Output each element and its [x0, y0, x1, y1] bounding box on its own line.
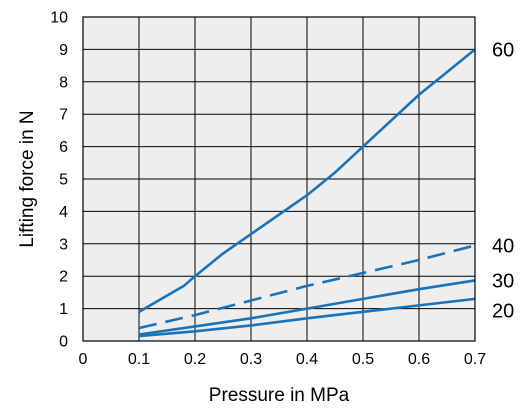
series-labels: 60 40 30 20 — [492, 39, 514, 322]
series-label-60: 60 — [492, 39, 514, 61]
x-tick-label: 0.3 — [240, 351, 262, 368]
y-tick-label: 7 — [59, 107, 68, 124]
y-axis-title: Lifting force in N — [17, 110, 38, 247]
x-tick-label: 0.5 — [352, 351, 374, 368]
y-tick-label: 3 — [59, 236, 68, 253]
x-tick-label: 0.1 — [128, 351, 150, 368]
series-line-30 — [138, 279, 476, 336]
y-tick-label: 9 — [59, 42, 68, 59]
y-tick-label: 2 — [59, 269, 68, 286]
y-tick-label: 8 — [59, 74, 68, 91]
y-tick-label: 4 — [59, 204, 68, 221]
x-tick-label: 0.4 — [296, 351, 318, 368]
series-label-20: 20 — [492, 300, 514, 322]
x-tick-label: 0.7 — [464, 351, 486, 368]
y-tick-label: 5 — [59, 172, 68, 189]
series-line-60 — [138, 48, 476, 313]
x-axis-title: Pressure in MPa — [209, 385, 350, 406]
series-label-40: 40 — [492, 235, 514, 257]
y-tick-label: 10 — [50, 10, 68, 27]
series-line-20 — [138, 297, 476, 338]
series-lines — [138, 48, 476, 338]
y-tick-label: 1 — [59, 301, 68, 318]
y-tick-label: 6 — [59, 139, 68, 156]
x-tick-label: 0.2 — [184, 351, 206, 368]
series-line-40 — [138, 244, 476, 330]
series-label-30: 30 — [492, 270, 514, 292]
x-tick-label: 0.6 — [408, 351, 430, 368]
plot-frame — [82, 16, 476, 342]
x-tick-label: 0 — [79, 351, 88, 368]
y-tick-label: 0 — [59, 334, 68, 351]
x-tick-labels: 0 0.1 0.2 0.3 0.4 0.5 0.6 0.7 — [79, 351, 487, 368]
y-tick-labels: 0 1 2 3 4 5 6 7 8 9 10 — [50, 10, 68, 351]
